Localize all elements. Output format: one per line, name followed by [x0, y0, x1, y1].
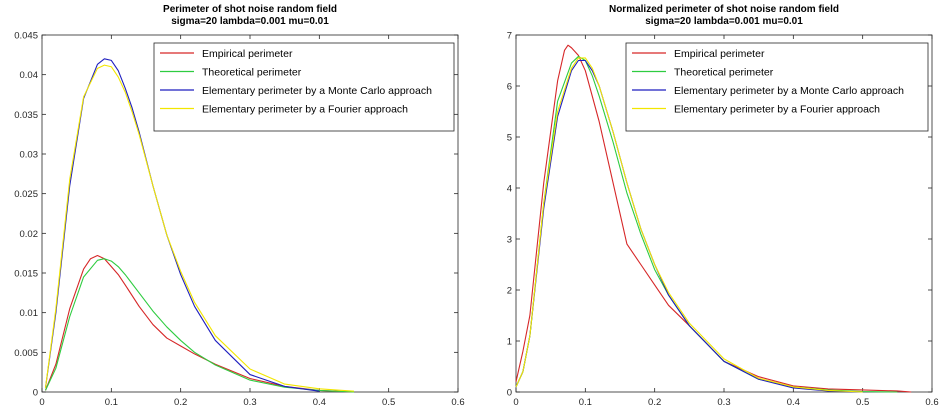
y-tick-label: 2 [507, 286, 512, 297]
y-tick-label: 0.035 [14, 110, 38, 121]
x-tick-label: 0.4 [313, 397, 326, 408]
x-tick-label: 0.5 [382, 397, 395, 408]
y-tick-label: 0.03 [20, 150, 39, 161]
series-line-1 [515, 44, 912, 393]
legend-label: Elementary perimeter by a Monte Carlo ap… [674, 85, 904, 97]
series-line-4 [44, 64, 355, 392]
x-tick-label: 0.2 [648, 397, 661, 408]
x-tick-label: 0 [39, 397, 44, 408]
legend-label: Empirical perimeter [674, 48, 765, 60]
legend-label: Elementary perimeter by a Monte Carlo ap… [202, 85, 432, 97]
y-tick-label: 0 [507, 388, 512, 399]
x-tick-label: 0.3 [243, 397, 256, 408]
y-tick-label: 0.02 [20, 229, 39, 240]
x-tick-label: 0.6 [451, 397, 464, 408]
chart-1: Perimeter of shot noise random fieldsigm… [14, 4, 464, 408]
x-tick-label: 0 [513, 397, 518, 408]
chart-title: Normalized perimeter of shot noise rando… [609, 4, 839, 15]
y-tick-label: 3 [507, 235, 512, 246]
chart-title: Perimeter of shot noise random field [163, 4, 337, 15]
x-tick-label: 0.1 [105, 397, 118, 408]
x-tick-label: 0.1 [579, 397, 592, 408]
legend-label: Theoretical perimeter [202, 67, 302, 79]
x-tick-label: 0.5 [856, 397, 869, 408]
y-tick-label: 6 [507, 82, 512, 93]
x-tick-label: 0.4 [787, 397, 800, 408]
chart-subtitle: sigma=20 lambda=0.001 mu=0.01 [645, 16, 803, 27]
legend-label: Theoretical perimeter [674, 67, 774, 79]
y-tick-label: 4 [507, 184, 512, 195]
series-line-1 [44, 255, 355, 393]
y-tick-label: 0.04 [20, 70, 39, 81]
legend: Empirical perimeter Theoretical perimeter… [153, 42, 455, 132]
y-tick-label: 0.005 [14, 348, 38, 359]
y-tick-label: 0.01 [20, 308, 39, 319]
chart-2: Normalized perimeter of shot noise rando… [507, 4, 939, 408]
y-tick-label: 0.015 [14, 269, 38, 280]
x-tick-label: 0.2 [174, 397, 187, 408]
legend-label: Elementary perimeter by a Fourier approa… [202, 104, 408, 116]
legend: Empirical perimeter Theoretical perimeter… [625, 42, 929, 132]
y-tick-label: 0.025 [14, 189, 38, 200]
series-line-4 [515, 57, 863, 393]
y-tick-label: 0 [33, 388, 38, 399]
series-line-2 [44, 258, 355, 393]
legend-label: Empirical perimeter [202, 48, 293, 60]
x-tick-label: 0.3 [717, 397, 730, 408]
legend-box [625, 42, 929, 132]
legend-label: Elementary perimeter by a Fourier approa… [674, 104, 880, 116]
y-tick-label: 0.045 [14, 31, 38, 42]
y-tick-label: 1 [507, 337, 512, 348]
chart-subtitle: sigma=20 lambda=0.001 mu=0.01 [171, 16, 329, 27]
x-tick-label: 0.6 [925, 397, 938, 408]
y-tick-label: 5 [507, 133, 512, 144]
y-tick-label: 7 [507, 31, 512, 42]
legend-box [153, 42, 455, 132]
